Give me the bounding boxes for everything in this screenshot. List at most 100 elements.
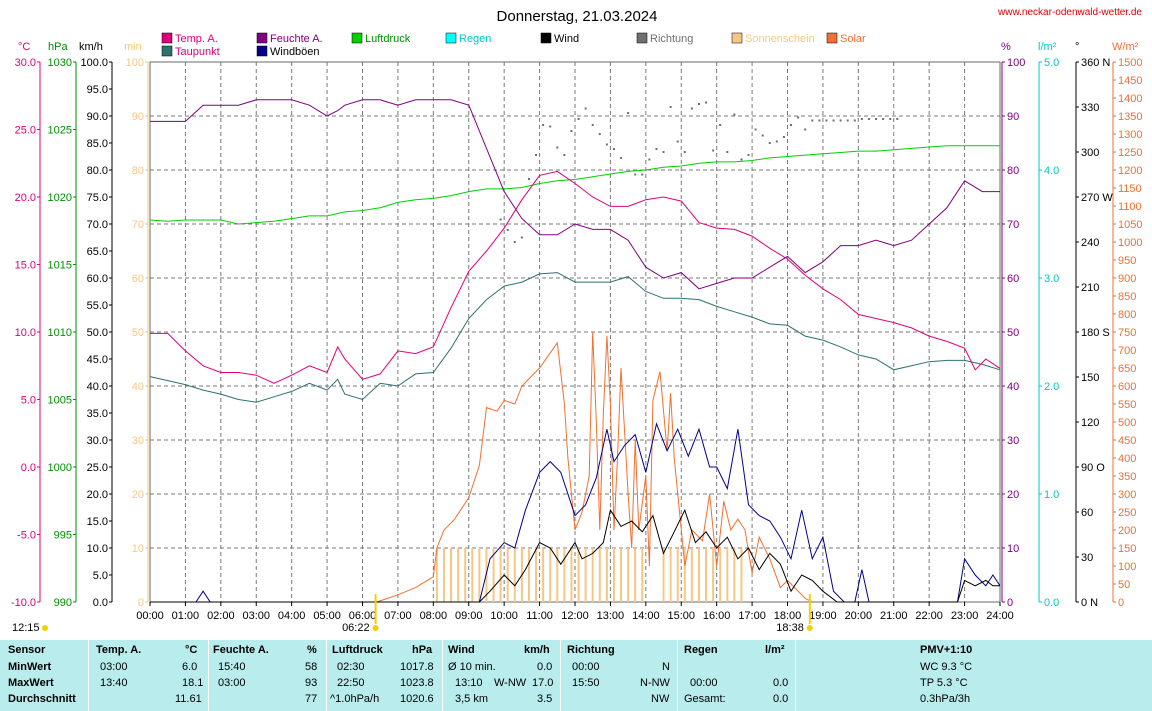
wind-tick-label: 10.0 — [87, 543, 108, 555]
axes: 00:00 01:00 02:00 03:00 04:00 05:00 06:00 07:00… — [11, 57, 1143, 622]
legend-swatch-rain — [445, 32, 457, 44]
direction-point — [853, 119, 856, 122]
dir-val: N — [662, 661, 670, 673]
rain-tick-label: 5.0 — [1044, 57, 1059, 69]
hum-val: 93 — [305, 677, 318, 689]
wind-tick-label: 50.0 — [87, 327, 108, 339]
website-link[interactable]: www.neckar-odenwald-wetter.de — [997, 7, 1142, 18]
temp-tick-label: 10.0 — [15, 327, 36, 339]
direction-point — [825, 119, 828, 122]
temp-tick-label: 20.0 — [15, 192, 36, 204]
solar-tick-label: 1300 — [1118, 129, 1142, 141]
sunshine-tick-label: 60 — [132, 273, 144, 285]
direction-point — [690, 107, 693, 110]
humidity-tick-label: 10 — [1007, 543, 1019, 555]
x-tick-label: 09:00 — [455, 610, 483, 622]
direction-point — [839, 119, 842, 122]
humidity-tick-label: 90 — [1007, 111, 1019, 123]
legend-gust: Windböen — [270, 46, 320, 58]
solar-tick-label: 500 — [1118, 417, 1136, 429]
direction-tick-label: 60 — [1081, 507, 1093, 519]
direction-point — [676, 140, 679, 143]
pressure-tick-label: 1020 — [48, 192, 72, 204]
sunshine-tick-label: 90 — [132, 111, 144, 123]
direction-point — [627, 112, 630, 114]
unit-pressure: hPa — [48, 41, 68, 53]
solar-tick-label: 400 — [1118, 453, 1136, 465]
x-tick-label: 10:00 — [490, 610, 518, 622]
wind-tick-label: 95.0 — [87, 84, 108, 96]
direction-point — [719, 124, 722, 126]
stats-row-avg: Durchschnitt 11.61 77 ^1.0hPa/h 1020.6 3… — [0, 693, 1152, 709]
solar-tick-label: 250 — [1118, 507, 1136, 519]
direction-tick-label: 120 — [1081, 417, 1099, 429]
solar-tick-label: 150 — [1118, 543, 1136, 555]
humidity-tick-label: 50 — [1007, 327, 1019, 339]
stats-table: Sensor Temp. A. °C Feuchte A. % Luftdruc… — [0, 640, 1152, 711]
stats-header: Sensor Temp. A. °C Feuchte A. % Luftdruc… — [0, 644, 1152, 660]
direction-tick-label: 360 N — [1081, 57, 1110, 69]
hdr-temp: Temp. A. — [96, 644, 142, 656]
x-tick-label: 24:00 — [986, 610, 1014, 622]
unit-rain: l/m² — [1038, 41, 1057, 53]
hum-val: 77 — [305, 693, 318, 705]
direction-point — [832, 119, 835, 122]
series-solar — [376, 331, 813, 603]
direction-point — [499, 218, 502, 221]
sun-marker-dot — [372, 625, 379, 631]
direction-tick-label: 330 — [1081, 102, 1099, 114]
solar-tick-label: 100 — [1118, 561, 1136, 573]
humidity-tick-label: 30 — [1007, 435, 1019, 447]
direction-point — [570, 130, 573, 132]
rain-tick-label: 4.0 — [1044, 165, 1059, 177]
legend-humidity: Feuchte A. — [270, 33, 323, 45]
series-temp-a- — [150, 170, 1001, 384]
solar-tick-label: 650 — [1118, 363, 1136, 375]
wind-val: 17.0 — [532, 677, 554, 689]
series-luftdruck — [149, 145, 1000, 225]
direction-point — [598, 133, 601, 135]
legend-rain: Regen — [459, 33, 491, 45]
pressure-tick-label: 995 — [54, 530, 72, 542]
press-val: 1020.6 — [400, 693, 434, 705]
press-val: 1023.8 — [400, 677, 434, 689]
wind-b: W-NW — [494, 677, 527, 689]
sun-marker-dot — [806, 625, 813, 631]
legend-temp: Temp. A. — [175, 33, 218, 45]
x-tick-label: 12:00 — [561, 610, 589, 622]
direction-point — [768, 142, 771, 144]
hdr-pmv: PMV+1:10 — [920, 644, 973, 656]
legend-swatch-wind — [540, 32, 552, 44]
rain-a: Gesamt: — [684, 693, 726, 705]
hdr-wind-unit: km/h — [524, 644, 550, 656]
series-feuchte-a- — [150, 99, 1000, 290]
x-tick-label: 22:00 — [915, 610, 943, 622]
direction-point — [683, 151, 686, 153]
wind-tick-label: 75.0 — [87, 192, 108, 204]
humidity-tick-label: 100 — [1007, 57, 1025, 69]
sunshine-bars — [435, 548, 743, 602]
direction-point — [556, 146, 559, 149]
solar-tick-label: 1050 — [1118, 219, 1142, 231]
pressure-tick-label: 1015 — [48, 260, 72, 272]
direction-point — [733, 113, 736, 116]
x-tick-label: 03:00 — [242, 610, 270, 622]
solar-tick-label: 0 — [1118, 597, 1124, 609]
pressure-tick-label: 1005 — [48, 395, 72, 407]
direction-point — [797, 116, 800, 119]
solar-tick-label: 1500 — [1118, 57, 1142, 69]
sun-marker-dot — [42, 625, 48, 631]
hum-time: 15:40 — [218, 661, 246, 673]
x-tick-label: 17:00 — [738, 610, 766, 622]
hdr-temp-unit: °C — [185, 644, 198, 656]
temp-tick-label: -5.0 — [17, 530, 36, 542]
sunshine-tick-label: 50 — [132, 327, 144, 339]
solar-tick-label: 1150 — [1118, 183, 1142, 195]
legend-direction: Richtung — [650, 33, 693, 45]
solar-tick-label: 700 — [1118, 345, 1136, 357]
legend-swatch-solar — [826, 32, 838, 44]
solar-tick-label: 1400 — [1118, 93, 1142, 105]
direction-point — [882, 118, 885, 120]
x-tick-label: 06:00 — [349, 610, 377, 622]
temp-val: 11.61 — [175, 693, 202, 705]
